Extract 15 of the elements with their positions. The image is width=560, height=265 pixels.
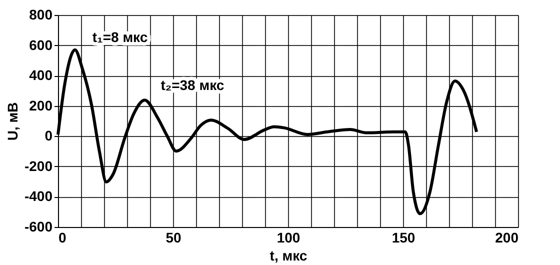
x-axis-title: t, мкс <box>270 248 308 264</box>
y-tick-label: 800 <box>29 6 53 22</box>
x-tick-label: 0 <box>58 230 66 246</box>
y-tick-label: 200 <box>29 97 53 114</box>
y-tick-label: 400 <box>29 67 53 84</box>
y-axis-title: U, мВ <box>4 102 20 141</box>
x-tick-label: 150 <box>392 230 416 246</box>
y-tick-label: -400 <box>24 188 53 204</box>
x-tick-label: 100 <box>276 230 300 246</box>
y-tick-label: 600 <box>29 36 53 53</box>
x-tick-label: 50 <box>166 230 182 246</box>
y-tick-label: -200 <box>24 158 53 174</box>
y-tick-label: 0 <box>44 128 53 144</box>
y-tick-label: -600 <box>24 218 53 234</box>
x-tick-label: 200 <box>495 230 519 246</box>
